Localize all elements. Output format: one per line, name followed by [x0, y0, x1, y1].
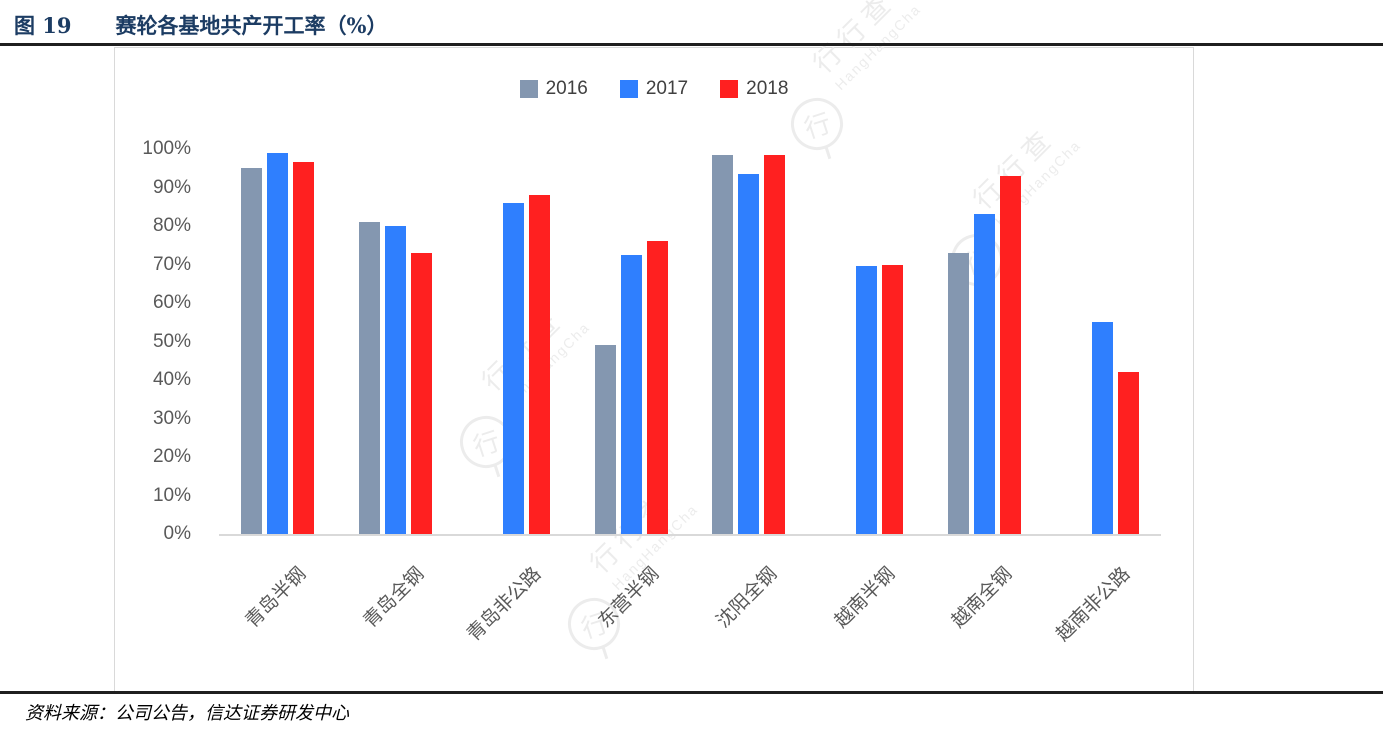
bar-2017-越南非公路 [1091, 322, 1113, 534]
source-note: 资料来源：公司公告，信达证券研发中心 [25, 703, 349, 724]
y-tick-label: 60% [152, 292, 191, 313]
figure-label: 图 19 [14, 13, 72, 38]
bar-2017-越南全钢 [973, 214, 995, 534]
x-category-label: 沈阳全钢 [712, 563, 782, 633]
bar-2018-越南全钢 [999, 175, 1021, 534]
bar-2017-青岛全钢 [385, 226, 407, 534]
y-tick-label: 20% [152, 446, 191, 467]
legend-swatch-icon [519, 80, 538, 98]
y-tick-label: 90% [152, 176, 191, 198]
title-divider-line [0, 43, 1383, 46]
legend-label: 2017 [645, 78, 689, 99]
x-axis-line [219, 534, 1161, 536]
bar-2018-青岛半钢 [293, 162, 315, 534]
bar-2018-沈阳全钢 [764, 154, 786, 534]
y-tick-label: 50% [152, 330, 191, 352]
plot-area: 0% 10% 20% 30% 40% 50% 60% 70% 80% 90% 100% 青岛半钢 青岛全… [115, 48, 1193, 691]
bar-2017-越南半钢 [856, 266, 878, 534]
legend-item-2016[interactable]: 2016 [519, 78, 588, 100]
y-tick-label: 40% [152, 369, 191, 390]
y-tick-label: 0% [163, 523, 191, 544]
chart-legend: 2016 2017 2018 [115, 78, 1193, 100]
x-category-label: 越南半钢 [830, 563, 900, 633]
bar-2016-青岛半钢 [241, 168, 263, 534]
x-category-label: 青岛非公路 [463, 563, 546, 646]
bar-2017-青岛半钢 [267, 152, 289, 534]
chart-frame: 行 行行查 HangHangCha 行 行行查 HangHangCha 行 行行… [114, 0, 1194, 692]
bar-2017-东营半钢 [620, 254, 642, 534]
bar-2018-青岛全钢 [411, 252, 433, 534]
bar-2016-越南全钢 [947, 252, 969, 534]
bar-2018-东营半钢 [646, 241, 668, 534]
bar-2017-青岛非公路 [502, 202, 524, 534]
figure-title-text: 赛轮各基地共产开工率（%） [115, 13, 388, 38]
x-category-label: 越南全钢 [948, 563, 1017, 633]
y-tick-label: 30% [152, 407, 191, 429]
y-tick-label: 70% [152, 253, 191, 275]
x-category-label: 青岛全钢 [359, 563, 429, 633]
bar-2016-沈阳全钢 [712, 154, 734, 534]
bottom-divider-line [0, 691, 1383, 694]
bar-2018-越南半钢 [882, 264, 904, 534]
bar-2017-沈阳全钢 [738, 174, 760, 534]
bar-2018-越南非公路 [1117, 372, 1139, 534]
y-tick-label: 100% [142, 138, 191, 159]
legend-swatch-icon [720, 80, 739, 98]
x-category-label: 青岛半钢 [241, 563, 311, 633]
legend-label: 2018 [746, 78, 789, 99]
legend-item-2018[interactable]: 2018 [720, 78, 788, 100]
x-category-label: 越南非公路 [1052, 563, 1135, 646]
bar-2016-东营半钢 [594, 345, 616, 534]
legend-item-2017[interactable]: 2017 [619, 78, 689, 100]
bar-2018-青岛非公路 [528, 195, 550, 534]
legend-label: 2016 [545, 78, 588, 99]
x-category-label: 东营半钢 [594, 563, 664, 633]
bar-2016-青岛全钢 [359, 222, 381, 534]
y-tick-label: 80% [152, 215, 191, 236]
figure-title: 图 19 赛轮各基地共产开工率（%） [14, 10, 388, 40]
legend-swatch-icon [619, 80, 638, 98]
y-tick-label: 10% [152, 484, 191, 506]
